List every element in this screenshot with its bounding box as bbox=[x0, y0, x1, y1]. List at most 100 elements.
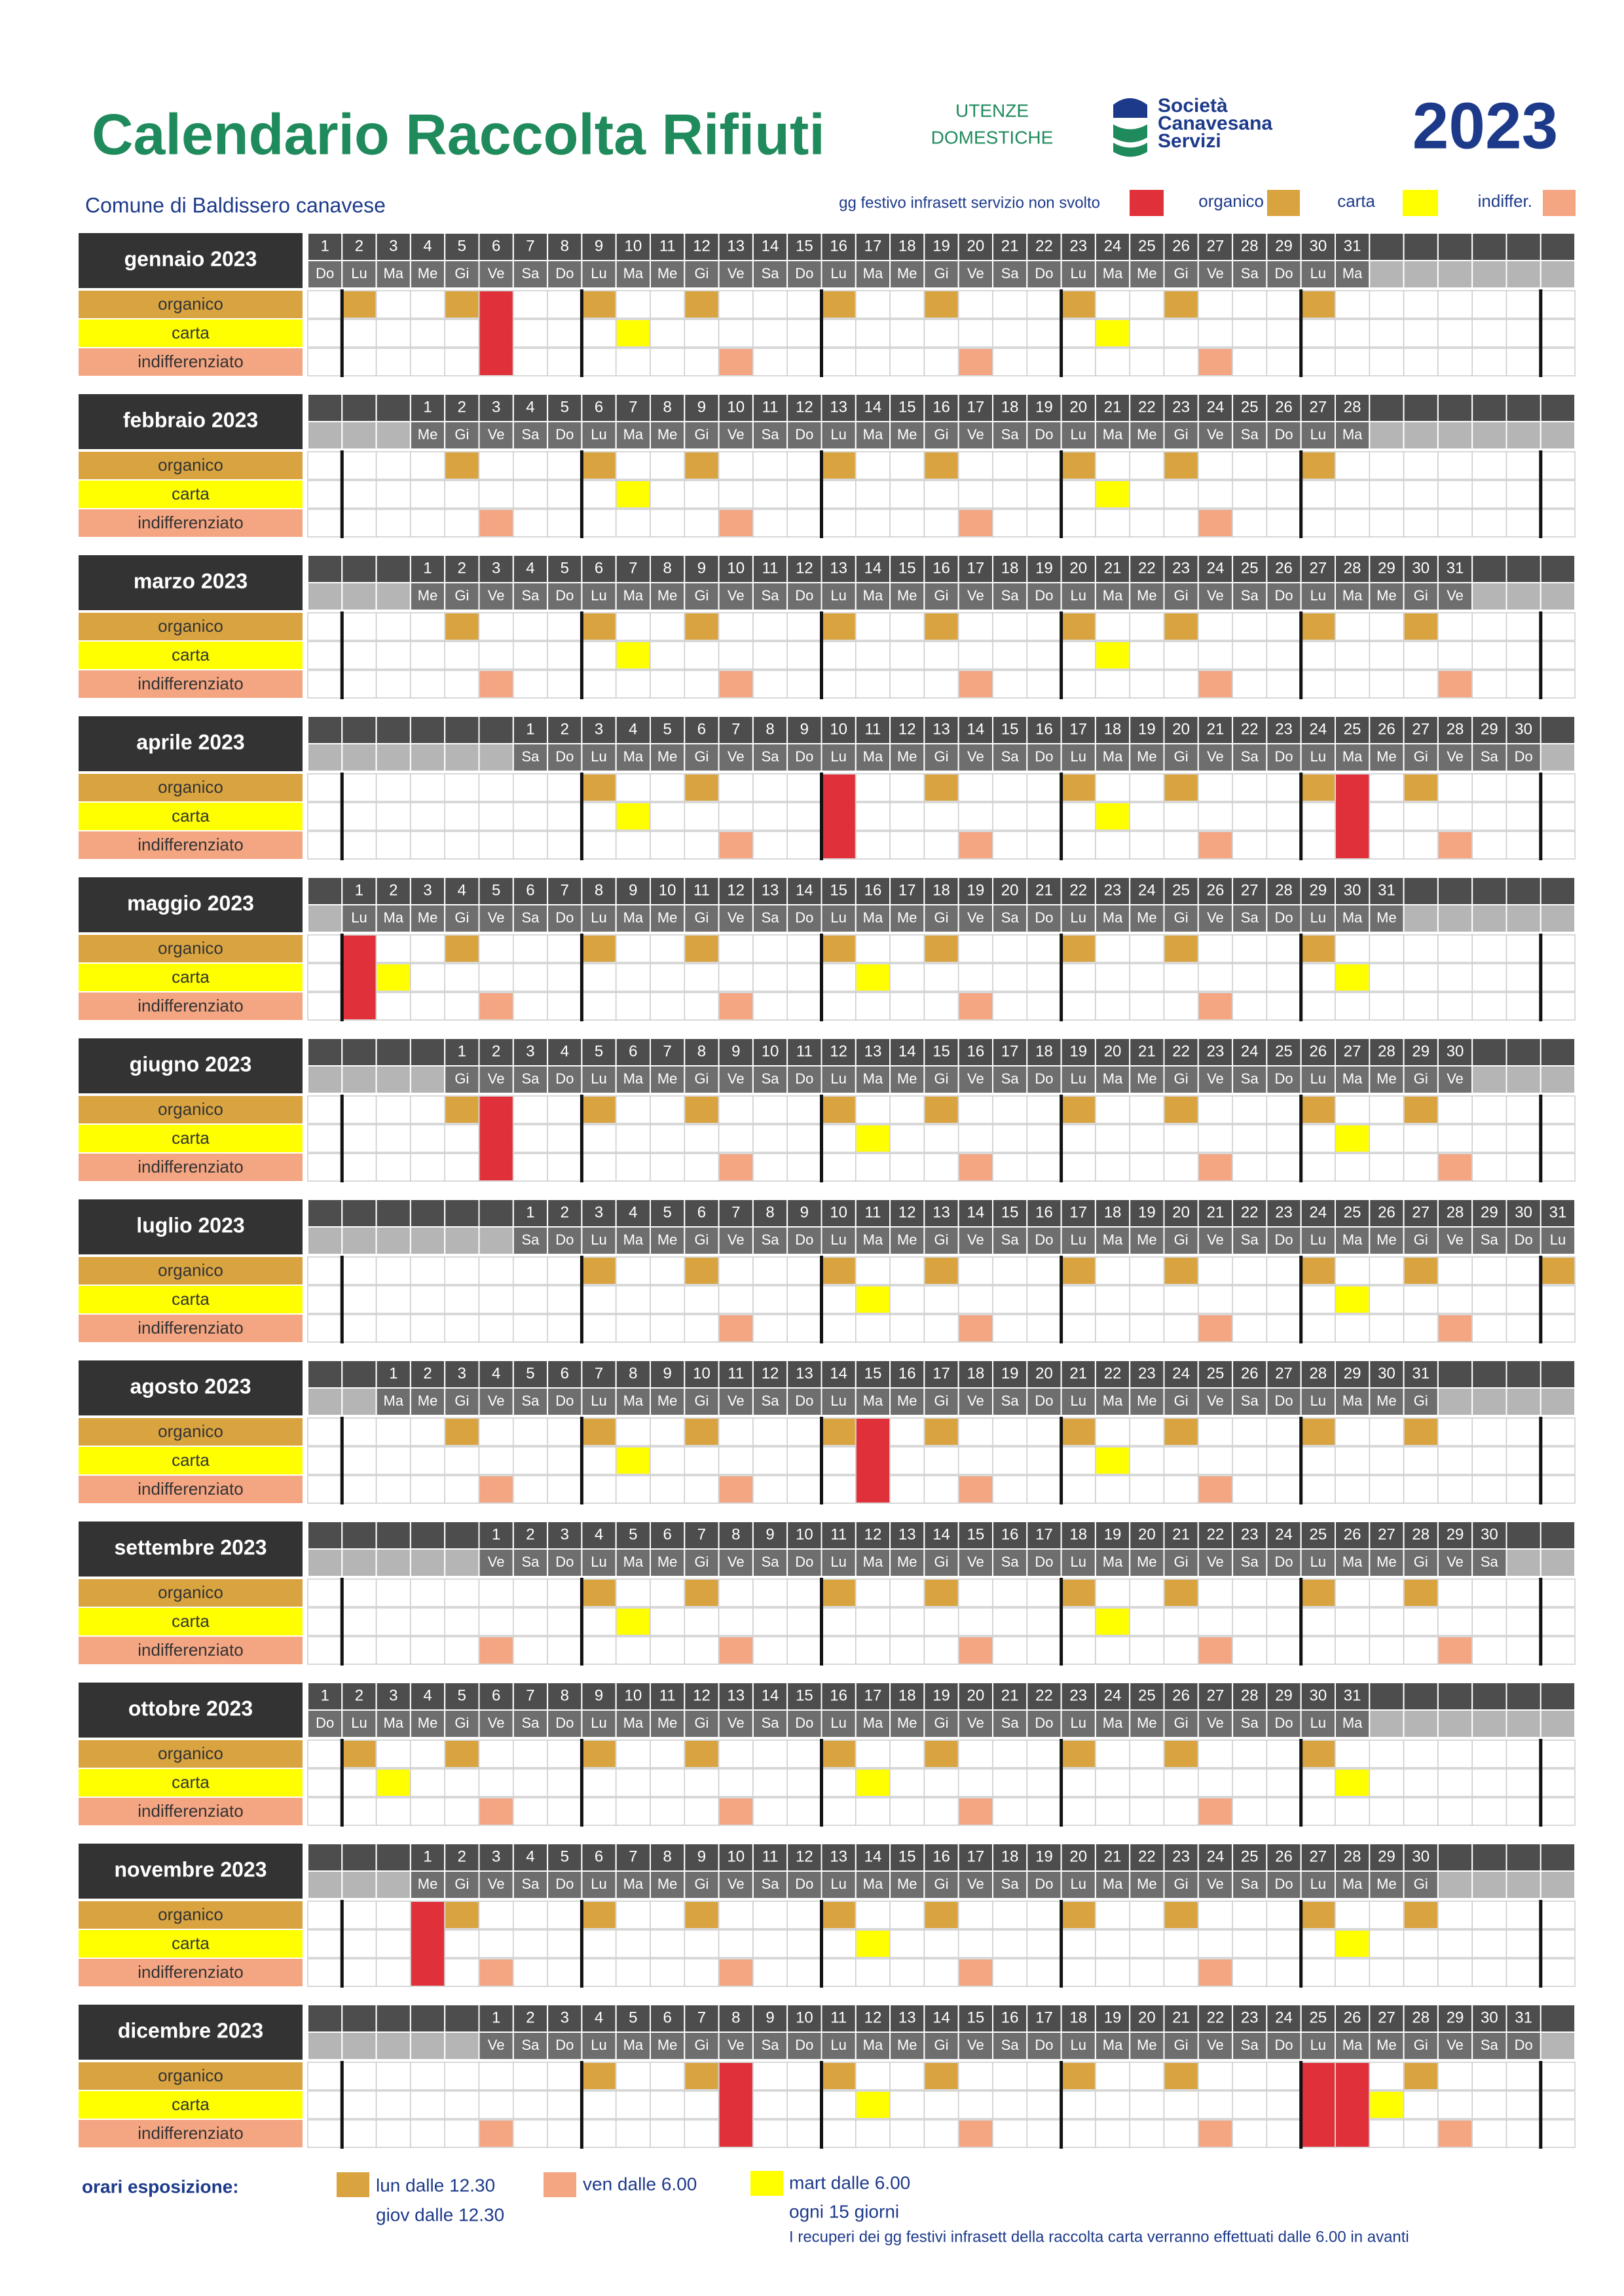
indifferenziato-day bbox=[479, 1959, 513, 1986]
day-cell bbox=[1369, 348, 1405, 376]
day-number-cell bbox=[923, 716, 959, 744]
day-cell bbox=[1505, 480, 1541, 509]
day-cell bbox=[684, 1958, 720, 1987]
weekday-cell bbox=[1129, 582, 1165, 611]
weekday-cell bbox=[957, 1387, 993, 1416]
day-cell bbox=[341, 1636, 377, 1665]
day-cell bbox=[1129, 802, 1165, 831]
day-number-cell bbox=[1505, 1521, 1541, 1550]
day-cell bbox=[307, 2062, 343, 2090]
day-cell bbox=[957, 773, 993, 802]
weekday-cell bbox=[1094, 582, 1131, 611]
carta-day bbox=[377, 1770, 410, 1796]
day-cell bbox=[444, 2119, 480, 2148]
day-cell bbox=[513, 1314, 548, 1343]
day-cell bbox=[1369, 773, 1405, 802]
weekday: Ve bbox=[488, 1554, 505, 1570]
day-number-cell bbox=[341, 1360, 377, 1389]
row-label-cell bbox=[79, 803, 303, 830]
row-label-cell bbox=[79, 348, 303, 376]
weekday: Sa bbox=[762, 1876, 780, 1892]
weekday-cell bbox=[1403, 260, 1439, 289]
weekday-cell bbox=[1094, 1387, 1131, 1416]
day-number-cell bbox=[684, 1521, 720, 1550]
day-cell bbox=[615, 2090, 651, 2119]
row-label: indifferenziato bbox=[138, 1479, 243, 1499]
carta-day bbox=[1096, 642, 1130, 668]
weekday: Sa bbox=[762, 1554, 780, 1570]
weekday-cell bbox=[547, 421, 583, 450]
day-number: 23 bbox=[1241, 1525, 1259, 1543]
day-number: 9 bbox=[766, 1525, 774, 1543]
organico-day bbox=[1404, 2063, 1437, 2089]
weekday: Ma bbox=[383, 1715, 403, 1731]
day-number: 7 bbox=[629, 1848, 637, 1865]
day-cell bbox=[821, 1958, 857, 1987]
day-cell bbox=[1095, 1901, 1130, 1929]
day-cell bbox=[1403, 1958, 1439, 1987]
day-number-cell bbox=[923, 877, 959, 905]
row-label: carta bbox=[172, 1772, 210, 1792]
day-cell bbox=[307, 1475, 343, 1504]
day-number-cell bbox=[1060, 555, 1096, 583]
day-cell bbox=[1266, 1095, 1302, 1124]
day-cell bbox=[992, 773, 1028, 802]
day-number: 7 bbox=[731, 720, 740, 738]
day-cell bbox=[444, 1607, 480, 1636]
day-cell bbox=[684, 1124, 720, 1153]
day-cell bbox=[1471, 1124, 1507, 1153]
row-label: organico bbox=[158, 616, 223, 636]
day-cell bbox=[375, 2062, 411, 2090]
weekday-cell bbox=[821, 2032, 857, 2060]
day-cell bbox=[1403, 2119, 1439, 2148]
day-cell bbox=[889, 670, 925, 699]
weekday: Do bbox=[1035, 265, 1053, 282]
day-number: 10 bbox=[830, 720, 847, 738]
day-cell bbox=[889, 992, 925, 1021]
weekday: Gi bbox=[1174, 909, 1189, 926]
day-number-cell bbox=[1471, 232, 1507, 261]
day-number-cell bbox=[512, 2004, 549, 2033]
weekday-cell bbox=[581, 421, 617, 450]
day-cell bbox=[992, 1768, 1028, 1797]
weekday: Do bbox=[555, 587, 574, 604]
day-cell bbox=[650, 290, 686, 319]
day-number: 3 bbox=[389, 1686, 397, 1704]
day-number: 26 bbox=[1378, 1203, 1395, 1221]
weekday: Lu bbox=[1310, 1715, 1326, 1731]
day-cell bbox=[1369, 480, 1405, 509]
day-number-cell bbox=[752, 1521, 788, 1550]
weekday: Sa bbox=[762, 1070, 780, 1087]
day-cell bbox=[307, 319, 343, 348]
day-cell bbox=[786, 1797, 822, 1826]
day-cell bbox=[992, 831, 1028, 860]
weekday-cell bbox=[1163, 904, 1199, 933]
day-number-cell bbox=[650, 877, 686, 905]
organico-day bbox=[1164, 936, 1198, 962]
day-cell bbox=[375, 1797, 411, 1826]
day-cell bbox=[1232, 641, 1268, 670]
audience: DOMESTICHE bbox=[931, 127, 1054, 147]
day-cell bbox=[1505, 802, 1541, 831]
carta-day bbox=[1096, 803, 1130, 829]
row-label: indifferenziato bbox=[138, 1801, 243, 1821]
month-label: settembre 2023 bbox=[114, 1535, 267, 1559]
day-number: 15 bbox=[967, 1525, 984, 1543]
day-cell bbox=[1300, 348, 1336, 376]
day-cell bbox=[1095, 1475, 1130, 1504]
day-number: 6 bbox=[697, 720, 706, 738]
day-number: 19 bbox=[1035, 1848, 1053, 1865]
weekday-cell bbox=[1060, 1548, 1096, 1577]
day-cell bbox=[1505, 1607, 1541, 1636]
weekday: Ma bbox=[623, 1715, 644, 1731]
day-cell bbox=[1471, 319, 1507, 348]
day-cell bbox=[1163, 670, 1199, 699]
day-number-cell bbox=[957, 2004, 993, 2033]
day-number: 11 bbox=[796, 1042, 813, 1060]
weekday: Sa bbox=[1001, 1393, 1020, 1409]
weekday: Gi bbox=[1174, 587, 1189, 604]
day-cell bbox=[1471, 1740, 1507, 1768]
day-number: 17 bbox=[967, 559, 984, 577]
day-cell bbox=[923, 1153, 959, 1182]
day-cell bbox=[1369, 1314, 1405, 1343]
